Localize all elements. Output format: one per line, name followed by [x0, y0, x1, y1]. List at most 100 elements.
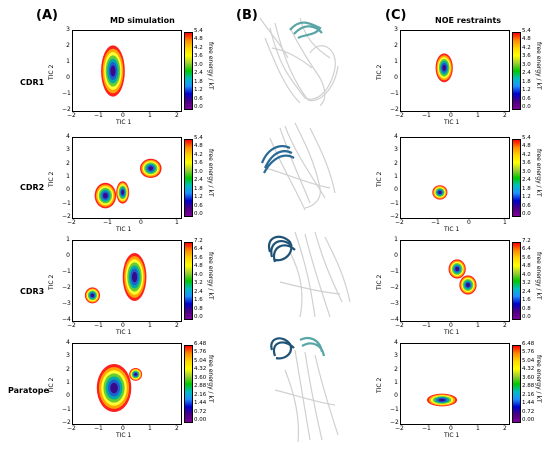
colorbar-tick-label: 3.0: [194, 61, 203, 68]
y-axis-label: TIC 2: [48, 274, 55, 290]
y-tick-label: 2: [66, 159, 70, 167]
colorbar-tick-label: 2.4: [194, 177, 203, 184]
y-tick-label: −2: [390, 419, 399, 426]
colorbar-tick-label: 4.8: [194, 36, 203, 43]
colorbar-tick-label: 1.2: [194, 194, 203, 201]
colorbar-tick-label: 1.44: [194, 400, 207, 407]
colorbar-tick-label: 3.2: [522, 280, 531, 287]
y-tick-label: 1: [66, 58, 70, 65]
colorbar-tick-label: 5.4: [194, 28, 203, 34]
colorbar-tick-label: 3.0: [194, 168, 203, 175]
x-tick-label: 2: [175, 112, 179, 119]
colorbar-tick-label: 4.32: [522, 366, 535, 373]
density-contour: [131, 271, 138, 283]
x-tick-label: 2: [175, 322, 179, 329]
colorbar-tick-label: 7.2: [194, 238, 203, 244]
colorbar-tick-label: 1.2: [522, 194, 531, 201]
row-label-paratope: Paratope: [8, 386, 49, 395]
y-tick-label: −2: [390, 213, 399, 220]
x-tick-label: 1: [476, 322, 480, 329]
colorbar-tick-label: 4.2: [194, 44, 203, 51]
colorbar-tick-label: 6.48: [194, 341, 207, 347]
colorbar-tick-label: 5.6: [522, 254, 531, 261]
y-tick-label: −2: [390, 284, 399, 291]
y-tick-label: 2: [394, 159, 398, 167]
y-axis-label: TIC 2: [376, 274, 383, 290]
colorbar-tick-label: 5.4: [522, 28, 531, 34]
y-tick-label: 1: [394, 236, 398, 243]
density-contour: [90, 293, 95, 298]
density-contour: [103, 192, 108, 199]
y-tick-label: 0: [394, 252, 398, 259]
x-tick-label: −1: [431, 219, 440, 226]
colorbar-tick-label: 3.0: [522, 168, 531, 175]
y-tick-label: 0: [66, 392, 70, 400]
colorbar-label: free energy / kT: [207, 42, 214, 90]
colorbar-tick-label: 7.2: [522, 238, 531, 244]
x-tick-label: −1: [422, 112, 431, 119]
colorbar-tick-label: 6.48: [522, 341, 535, 347]
colorbar: [184, 32, 193, 110]
y-axis-label: TIC 2: [48, 64, 55, 80]
colorbar-tick-label: 2.4: [522, 177, 531, 184]
y-tick-label: 4: [66, 133, 70, 140]
colorbar-tick-label: 4.8: [522, 143, 531, 150]
y-tick-label: 0: [66, 74, 70, 81]
row-label-cdr2: CDR2: [20, 183, 45, 192]
x-tick-label: 1: [503, 219, 507, 226]
y-tick-label: −1: [390, 90, 399, 97]
colorbar-label: free energy / kT: [535, 42, 542, 90]
colorbar-tick-label: 5.04: [522, 357, 535, 364]
colorbar-tick-label: 0.0: [522, 211, 531, 217]
density-contour: [455, 266, 460, 272]
colorbar-tick-label: 4.8: [522, 36, 531, 43]
y-tick-label: 2: [66, 365, 70, 373]
y-tick-label: 4: [394, 339, 398, 346]
colorbar-tick-label: 0.0: [194, 104, 203, 110]
y-tick-label: 2: [394, 42, 398, 49]
colorbar-tick-label: 5.04: [194, 357, 207, 364]
colorbar-tick-label: 0.0: [522, 104, 531, 110]
x-tick-label: −1: [94, 425, 103, 432]
density-map: [432, 185, 448, 200]
colorbar-tick-label: 5.4: [194, 135, 203, 141]
colorbar-tick-label: 4.8: [194, 263, 203, 270]
y-tick-label: 0: [394, 392, 398, 400]
y-tick-label: 2: [66, 42, 70, 49]
x-axis-label: TIC 1: [116, 119, 132, 126]
x-tick-label: 2: [175, 425, 179, 432]
density-contour: [438, 398, 446, 402]
colorbar-tick-label: 1.8: [194, 78, 203, 85]
colorbar-tick-label: 1.2: [194, 87, 203, 94]
row-label-cdr3: CDR3: [20, 287, 45, 296]
y-tick-label: 0: [66, 252, 70, 259]
row-label-cdr1: CDR1: [20, 78, 45, 87]
density-plot: [72, 240, 182, 322]
colorbar: [184, 139, 193, 217]
x-tick-label: 0: [449, 425, 453, 432]
colorbar-tick-label: 0.0: [522, 314, 531, 320]
x-tick-label: −2: [67, 112, 76, 119]
x-tick-label: 1: [476, 425, 480, 432]
x-tick-label: 0: [139, 219, 143, 226]
y-tick-label: 1: [66, 379, 70, 386]
colorbar: [512, 345, 521, 423]
colorbar-tick-label: 3.6: [522, 160, 531, 167]
colorbar-tick-label: 2.4: [194, 288, 203, 295]
y-tick-label: 4: [66, 339, 70, 346]
x-tick-label: 1: [148, 425, 152, 432]
colorbar-tick-label: 1.8: [522, 78, 531, 85]
x-axis-label: TIC 1: [444, 226, 460, 233]
density-plot: [400, 343, 510, 425]
colorbar-tick-label: 0.6: [194, 202, 203, 209]
colorbar-tick-label: 2.16: [522, 391, 535, 398]
y-tick-label: 3: [66, 352, 70, 360]
x-tick-label: −2: [395, 112, 404, 119]
y-axis-label: TIC 2: [376, 64, 383, 80]
colorbar-tick-label: 2.4: [522, 70, 531, 77]
density-plot: [400, 137, 510, 219]
colorbar-tick-label: 0.0: [194, 211, 203, 217]
x-tick-label: −2: [395, 322, 404, 329]
x-tick-label: 2: [503, 425, 507, 432]
y-tick-label: −1: [62, 405, 71, 413]
